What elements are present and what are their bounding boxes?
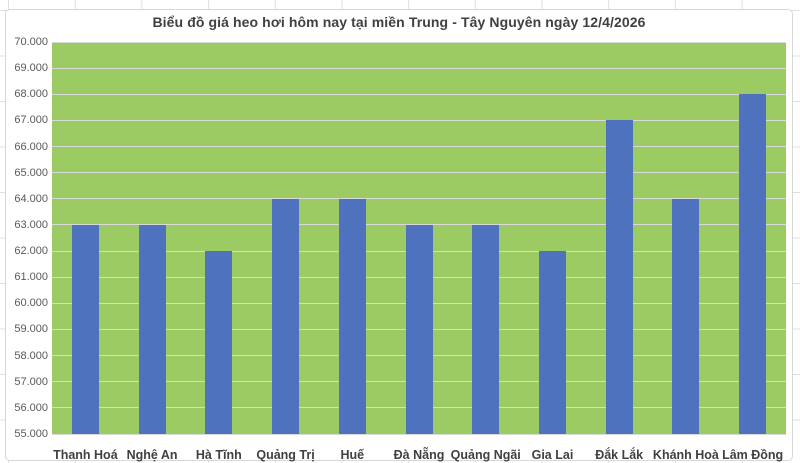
x-axis-category-label: Gia Lai bbox=[531, 448, 574, 462]
bar[interactable] bbox=[605, 120, 633, 434]
y-axis-tick-label: 69.000 bbox=[14, 62, 48, 75]
x-axis-category-label: Huế bbox=[340, 448, 365, 462]
y-axis-tick-label: 56.000 bbox=[14, 401, 48, 414]
x-axis-category-label: Quảng Trị bbox=[256, 448, 315, 462]
x-axis-category-label: Khánh Hoà bbox=[652, 448, 719, 462]
gridline bbox=[52, 93, 786, 95]
y-axis-tick-label: 60.000 bbox=[14, 297, 48, 310]
x-axis-category-label: Hà Tĩnh bbox=[195, 448, 242, 462]
x-axis-category-label: Thanh Hoá bbox=[53, 448, 118, 462]
y-axis-tick-label: 70.000 bbox=[14, 36, 48, 48]
x-axis-category-label: Đà Nẵng bbox=[393, 448, 445, 462]
x-axis-category-label: Lâm Đồng bbox=[722, 448, 784, 462]
bar[interactable] bbox=[672, 198, 700, 434]
y-axis-tick-label: 65.000 bbox=[14, 166, 48, 179]
y-axis-tick-label: 61.000 bbox=[14, 271, 48, 284]
y-axis-tick-label: 64.000 bbox=[14, 192, 48, 205]
gridline bbox=[52, 198, 786, 200]
gridline bbox=[52, 146, 786, 148]
bar[interactable] bbox=[338, 198, 366, 434]
bar[interactable] bbox=[205, 251, 233, 434]
gridline bbox=[52, 224, 786, 226]
bar[interactable] bbox=[405, 224, 433, 434]
x-axis-category-label: Nghệ An bbox=[126, 448, 178, 462]
plot-area bbox=[52, 41, 786, 435]
bar[interactable] bbox=[739, 94, 767, 434]
gridline bbox=[52, 433, 786, 435]
chart-area[interactable]: Biểu đồ giá heo hơi hôm nay tại miền Tru… bbox=[5, 9, 793, 462]
y-axis-tick-label: 58.000 bbox=[14, 349, 48, 362]
bar[interactable] bbox=[71, 224, 99, 434]
y-axis-tick-label: 62.000 bbox=[14, 245, 48, 258]
chart-title: Biểu đồ giá heo hơi hôm nay tại miền Tru… bbox=[152, 14, 646, 30]
y-axis-tick-label: 63.000 bbox=[14, 218, 48, 231]
x-axis-category-label: Đắk Lắk bbox=[595, 448, 644, 462]
gridline bbox=[52, 119, 786, 121]
bar[interactable] bbox=[272, 198, 300, 434]
gridline bbox=[52, 172, 786, 174]
y-axis-tick-label: 66.000 bbox=[14, 140, 48, 153]
y-axis-tick-label: 59.000 bbox=[14, 323, 48, 336]
bar[interactable] bbox=[138, 224, 166, 434]
bar[interactable] bbox=[538, 251, 566, 434]
gridline bbox=[52, 41, 786, 43]
y-axis-tick-label: 68.000 bbox=[14, 88, 48, 101]
gridline bbox=[52, 67, 786, 69]
y-axis-tick-label: 67.000 bbox=[14, 114, 48, 127]
y-axis-tick-label: 55.000 bbox=[14, 428, 48, 440]
bar[interactable] bbox=[472, 224, 500, 434]
x-axis-category-label: Quảng Ngãi bbox=[450, 448, 521, 462]
y-axis-tick-label: 57.000 bbox=[14, 375, 48, 388]
